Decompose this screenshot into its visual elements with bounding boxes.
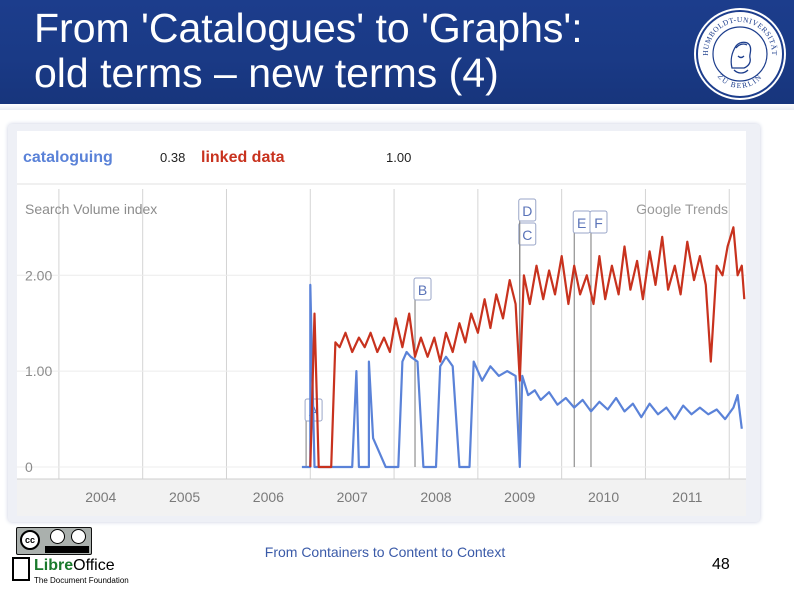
slide-title: From 'Catalogues' to 'Graphs': old terms…: [34, 6, 583, 96]
portrait-icon: [730, 41, 752, 74]
annotation-flag-D: [518, 198, 537, 222]
university-seal-logo: HUMBOLDT-UNIVERSITÄT ZU BERLIN: [694, 8, 786, 100]
slide-title-line-2: old terms – new terms (4): [34, 50, 499, 96]
series-line-linked-data: [309, 226, 746, 469]
page-number: 48: [712, 556, 730, 573]
legend-value-0: 0.38: [160, 150, 185, 165]
libreoffice-logo-office: Office: [73, 557, 115, 574]
libreoffice-logo-libre: Libre: [34, 557, 74, 574]
x-tick-label: 2010: [588, 489, 619, 505]
x-tick-label: 2004: [85, 489, 116, 505]
libreoffice-logo: LibreOffice The Document Foundation: [12, 557, 132, 586]
y-tick-label: 1.00: [25, 363, 52, 379]
share-alike-icon: [71, 529, 86, 544]
google-trends-watermark: Google Trends: [636, 201, 728, 217]
x-tick-label: 2006: [253, 489, 284, 505]
annotation-flag-C: [518, 222, 537, 246]
annotation-label-E: E: [577, 215, 586, 231]
chart-svg: cataloguing 0.38 linked data 1.00 Search Vo…: [17, 131, 746, 516]
x-tick-label: 2008: [420, 489, 451, 505]
annotation-flag-F: [589, 210, 608, 234]
footer-text: From Containers to Content to Context: [264, 544, 506, 560]
header-divider: [0, 104, 794, 110]
legend-value-1: 1.00: [386, 150, 411, 165]
annotation-flag-B: [413, 277, 432, 301]
x-tick-label: 2009: [504, 489, 535, 505]
legend-label-1: linked data: [201, 149, 285, 166]
creative-commons-license-icon: cc: [16, 527, 92, 555]
x-tick-label: 2011: [672, 489, 702, 505]
series-line-cataloguing: [301, 283, 743, 469]
annotation-label-D: D: [522, 203, 532, 219]
slide-header: From 'Catalogues' to 'Graphs': old terms…: [0, 0, 794, 104]
x-tick-label: 2005: [169, 489, 200, 505]
by-attribution-icon: [50, 529, 65, 544]
legend-label-0: cataloguing: [23, 149, 113, 166]
y-tick-label: 0: [25, 459, 33, 475]
libreoffice-document-icon: [12, 557, 30, 581]
slide-title-line-1: From 'Catalogues' to 'Graphs':: [34, 5, 583, 51]
annotation-label-F: F: [594, 215, 603, 231]
y-axis-label: Search Volume index: [25, 201, 157, 217]
google-trends-chart: cataloguing 0.38 linked data 1.00 Search Vo…: [17, 131, 746, 516]
libreoffice-logo-subtitle: The Document Foundation: [34, 576, 129, 585]
annotation-label-B: B: [418, 282, 427, 298]
y-tick-label: 2.00: [25, 267, 52, 283]
x-tick-label: 2007: [337, 489, 368, 505]
annotation-label-C: C: [522, 227, 532, 243]
